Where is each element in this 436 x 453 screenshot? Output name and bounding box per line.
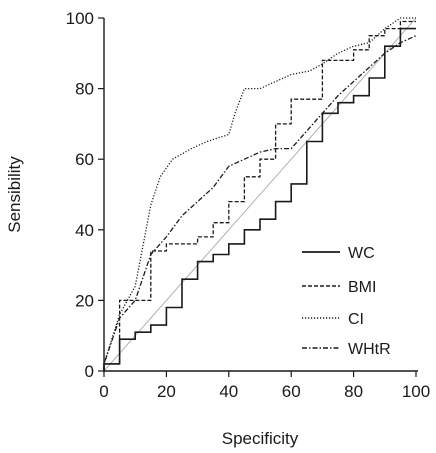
legend-label-ci: CI	[348, 311, 364, 328]
y-tick-label: 100	[66, 9, 94, 28]
x-axis-title: Specificity	[222, 429, 299, 448]
tick-labels: 0 20 40 60 80 100 0 20 40 60 80 100	[66, 9, 431, 401]
series-line-bmi	[103, 20, 416, 371]
reference-line	[103, 17, 417, 372]
legend: WC BMI CI WHtR	[302, 245, 391, 358]
x-tick-label: 40	[219, 382, 238, 401]
axes	[98, 17, 418, 377]
series-layer	[103, 17, 417, 371]
y-tick-label: 60	[75, 150, 94, 169]
y-tick-label: 40	[75, 221, 94, 240]
series-line-whtr	[103, 35, 417, 371]
x-tick-label: 0	[99, 382, 108, 401]
legend-label-bmi: BMI	[348, 279, 376, 296]
legend-label-wc: WC	[348, 245, 375, 262]
series-line-ci	[103, 17, 416, 371]
y-tick-label: 80	[75, 80, 94, 99]
x-tick-label: 20	[157, 382, 176, 401]
x-tick-label: 60	[282, 382, 301, 401]
x-tick-label: 80	[344, 382, 363, 401]
reference-diagonal	[103, 17, 417, 372]
legend-label-whtr: WHtR	[348, 341, 391, 358]
y-tick-label: 0	[85, 362, 94, 381]
x-tick-label: 100	[402, 382, 430, 401]
y-tick-label: 20	[75, 291, 94, 310]
y-axis-title: Sensibility	[5, 156, 24, 233]
series-line-wc	[103, 27, 416, 371]
